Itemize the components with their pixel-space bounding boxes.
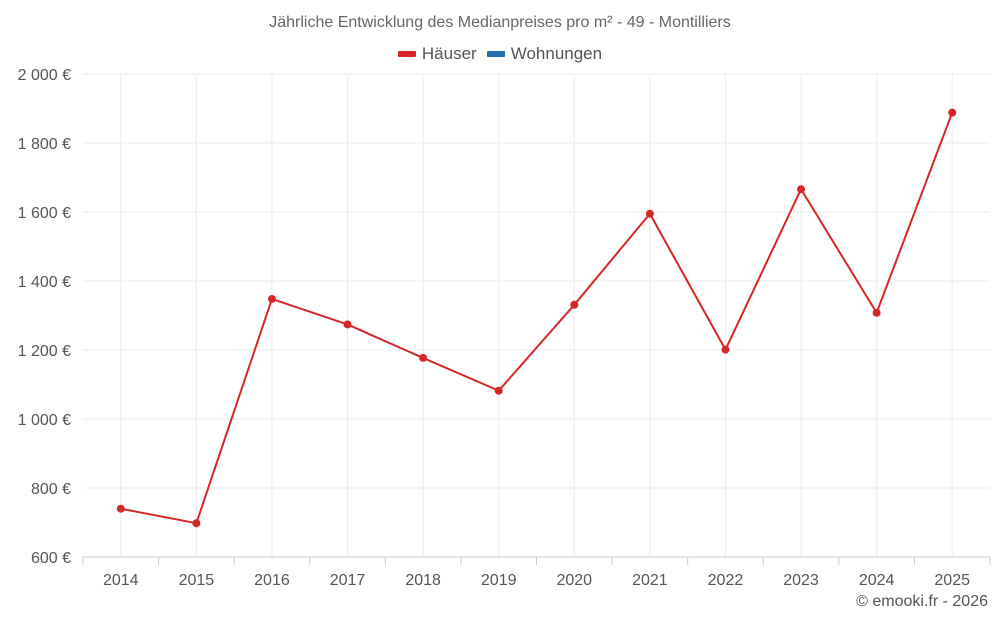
- x-tick-label: 2019: [481, 572, 517, 589]
- y-tick-label: 800 €: [31, 481, 71, 498]
- legend-item-houses[interactable]: Häuser: [397, 44, 477, 64]
- x-tick-label: 2025: [934, 572, 970, 589]
- y-tick-label: 1 200 €: [18, 343, 71, 360]
- x-tick-label: 2023: [783, 572, 819, 589]
- legend-swatch-apartments: [486, 51, 505, 57]
- data-point: [116, 504, 125, 513]
- x-tick-label: 2024: [859, 572, 895, 589]
- x-tick-label: 2015: [179, 572, 215, 589]
- y-tick-label: 1 400 €: [18, 274, 71, 291]
- y-tick-label: 2 000 €: [18, 67, 71, 84]
- x-tick-label: 2021: [632, 572, 668, 589]
- data-point: [494, 386, 503, 395]
- x-tick-label: 2017: [330, 572, 366, 589]
- x-tick-label: 2022: [708, 572, 744, 589]
- data-point: [267, 294, 276, 303]
- x-tick-label: 2016: [254, 572, 290, 589]
- data-point: [645, 209, 654, 218]
- data-point: [192, 519, 201, 528]
- data-point: [721, 345, 730, 354]
- data-point: [419, 353, 428, 362]
- credit-text: © emooki.fr - 2026: [856, 593, 988, 610]
- x-tick-label: 2020: [556, 572, 592, 589]
- legend-label-houses: Häuser: [421, 44, 477, 63]
- chart-title: Jährliche Entwicklung des Medianpreises …: [269, 14, 731, 31]
- data-point: [797, 185, 806, 194]
- legend-swatch-houses: [397, 51, 416, 57]
- data-point: [343, 320, 352, 329]
- y-tick-label: 1 800 €: [18, 136, 71, 153]
- series-line-0: [120, 112, 954, 525]
- x-tick-label: 2014: [103, 572, 139, 589]
- y-tick-label: 1 000 €: [18, 412, 71, 429]
- y-tick-label: 1 600 €: [18, 205, 71, 222]
- legend-label-apartments: Wohnungen: [510, 44, 603, 63]
- legend-item-apartments[interactable]: Wohnungen: [486, 44, 603, 64]
- data-point: [872, 308, 881, 317]
- y-tick-label: 600 €: [31, 550, 71, 567]
- data-point: [948, 108, 957, 117]
- x-tick-label: 2018: [405, 572, 441, 589]
- legend: Häuser Wohnungen: [0, 44, 1000, 64]
- data-point: [570, 300, 579, 309]
